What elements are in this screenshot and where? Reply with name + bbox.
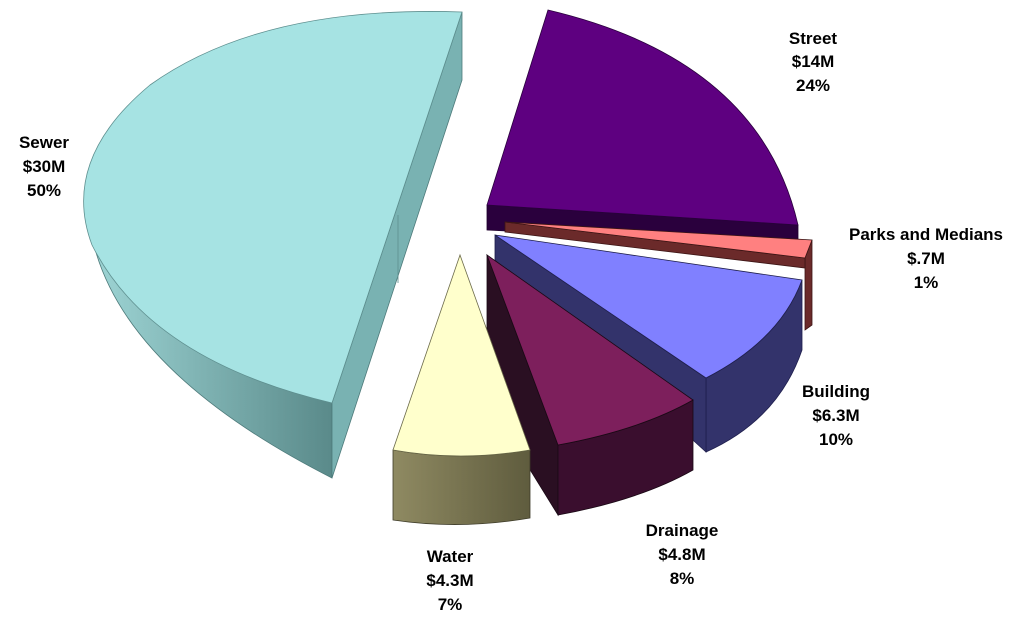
slice-label-building-percent: 10% xyxy=(819,430,853,449)
slice-label-drainage-percent: 8% xyxy=(670,569,695,588)
pie-slice-parks-and-medians xyxy=(504,221,813,331)
slice-label-building: Building $6.3M 10% xyxy=(802,382,870,449)
slice-label-street-percent: 24% xyxy=(796,76,830,95)
pie-slice-street xyxy=(486,9,799,246)
slice-label-drainage-amount: $4.8M xyxy=(658,545,705,564)
slice-label-drainage: Drainage $4.8M 8% xyxy=(646,521,719,588)
slice-label-water-percent: 7% xyxy=(438,595,463,614)
slice-label-street-amount: $14M xyxy=(792,52,835,71)
slice-label-parks-name: Parks and Medians xyxy=(849,225,1003,244)
pie-slice-building-top xyxy=(494,234,803,379)
pie-slice-water xyxy=(392,253,531,525)
pie-slice-street-top xyxy=(486,9,799,226)
pie-slice-water-side xyxy=(392,449,531,525)
slice-label-water: Water $4.3M 7% xyxy=(426,547,473,614)
slice-label-parks-and-medians: Parks and Medians $.7M 1% xyxy=(849,225,1003,292)
slice-label-water-amount: $4.3M xyxy=(426,571,473,590)
slice-label-sewer: Sewer $30M 50% xyxy=(19,133,69,200)
slice-label-parks-percent: 1% xyxy=(914,273,939,292)
slice-label-parks-amount: $.7M xyxy=(907,249,945,268)
slice-label-building-amount: $6.3M xyxy=(812,406,859,425)
pie-slice-drainage xyxy=(486,253,694,517)
slice-label-sewer-amount: $30M xyxy=(23,157,66,176)
pie-slice-water-top xyxy=(392,253,531,457)
pie-slice-drainage-top xyxy=(486,253,694,446)
pie-slice-sewer-top xyxy=(83,11,463,404)
pie-slice-sewer xyxy=(83,11,463,479)
slice-label-street-name: Street xyxy=(789,29,838,48)
slice-label-street: Street $14M 24% xyxy=(789,29,838,95)
slice-label-drainage-name: Drainage xyxy=(646,521,719,540)
slice-label-water-name: Water xyxy=(427,547,474,566)
slice-label-sewer-name: Sewer xyxy=(19,133,69,152)
slice-label-building-name: Building xyxy=(802,382,870,401)
pie-slice-parks-top xyxy=(504,221,813,259)
slice-label-sewer-percent: 50% xyxy=(27,181,61,200)
